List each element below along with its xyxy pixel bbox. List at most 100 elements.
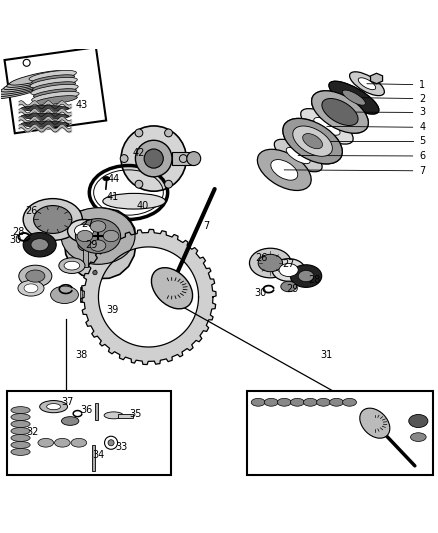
Text: 6: 6 bbox=[419, 151, 425, 161]
Circle shape bbox=[135, 129, 143, 137]
Circle shape bbox=[135, 180, 143, 188]
Ellipse shape bbox=[34, 95, 78, 105]
Ellipse shape bbox=[32, 82, 76, 91]
Ellipse shape bbox=[311, 91, 368, 133]
Ellipse shape bbox=[251, 398, 265, 406]
Ellipse shape bbox=[350, 72, 385, 95]
Ellipse shape bbox=[103, 176, 110, 181]
Ellipse shape bbox=[33, 88, 77, 98]
Ellipse shape bbox=[90, 221, 106, 232]
Ellipse shape bbox=[290, 265, 322, 287]
Ellipse shape bbox=[78, 240, 95, 251]
Ellipse shape bbox=[38, 439, 53, 447]
Ellipse shape bbox=[11, 448, 30, 455]
Ellipse shape bbox=[343, 90, 365, 105]
Circle shape bbox=[165, 129, 173, 137]
Ellipse shape bbox=[104, 412, 123, 419]
Ellipse shape bbox=[19, 265, 52, 287]
Text: 31: 31 bbox=[321, 350, 333, 360]
Ellipse shape bbox=[342, 90, 367, 106]
Bar bbox=[247, 391, 433, 474]
Text: 33: 33 bbox=[115, 442, 127, 452]
Ellipse shape bbox=[343, 398, 357, 406]
Text: 4: 4 bbox=[419, 122, 425, 132]
PathPatch shape bbox=[278, 400, 353, 474]
Ellipse shape bbox=[281, 281, 297, 292]
Ellipse shape bbox=[7, 73, 59, 87]
Ellipse shape bbox=[304, 398, 318, 406]
Text: 28: 28 bbox=[13, 227, 25, 237]
Ellipse shape bbox=[54, 439, 70, 447]
Ellipse shape bbox=[71, 439, 87, 447]
Text: 39: 39 bbox=[107, 305, 119, 315]
Ellipse shape bbox=[11, 421, 30, 427]
Circle shape bbox=[144, 149, 163, 168]
Ellipse shape bbox=[274, 139, 322, 172]
Circle shape bbox=[180, 155, 187, 163]
Bar bbox=[83, 246, 88, 266]
Text: 27: 27 bbox=[81, 219, 94, 229]
Ellipse shape bbox=[283, 118, 342, 164]
Circle shape bbox=[23, 59, 30, 66]
Ellipse shape bbox=[290, 398, 304, 406]
Ellipse shape bbox=[67, 220, 101, 242]
Ellipse shape bbox=[0, 82, 48, 96]
Ellipse shape bbox=[75, 219, 120, 254]
Ellipse shape bbox=[64, 261, 80, 270]
Text: 7: 7 bbox=[203, 221, 209, 231]
Ellipse shape bbox=[23, 199, 82, 240]
Ellipse shape bbox=[21, 106, 69, 111]
Text: 44: 44 bbox=[108, 174, 120, 184]
Ellipse shape bbox=[258, 254, 283, 272]
Bar bbox=[80, 287, 82, 302]
Ellipse shape bbox=[34, 206, 72, 233]
Ellipse shape bbox=[21, 114, 69, 119]
Circle shape bbox=[120, 155, 128, 163]
Ellipse shape bbox=[0, 85, 45, 99]
Text: 30: 30 bbox=[9, 236, 21, 245]
Text: 36: 36 bbox=[81, 405, 93, 415]
Text: 37: 37 bbox=[61, 397, 74, 407]
Circle shape bbox=[165, 180, 173, 188]
Polygon shape bbox=[4, 47, 106, 133]
Ellipse shape bbox=[409, 415, 428, 427]
Text: 5: 5 bbox=[419, 136, 425, 146]
Ellipse shape bbox=[11, 414, 30, 421]
Text: 26: 26 bbox=[255, 253, 268, 263]
Ellipse shape bbox=[18, 280, 44, 296]
Ellipse shape bbox=[329, 81, 379, 114]
Bar bbox=[7, 391, 171, 474]
Ellipse shape bbox=[47, 403, 60, 410]
Circle shape bbox=[187, 151, 201, 166]
Ellipse shape bbox=[264, 398, 278, 406]
Text: 42: 42 bbox=[133, 148, 145, 158]
Ellipse shape bbox=[410, 433, 426, 441]
Ellipse shape bbox=[23, 232, 56, 257]
Text: 29: 29 bbox=[286, 284, 298, 294]
Circle shape bbox=[121, 126, 186, 191]
Ellipse shape bbox=[298, 270, 314, 282]
Ellipse shape bbox=[103, 193, 166, 209]
Ellipse shape bbox=[11, 407, 30, 414]
Ellipse shape bbox=[250, 248, 291, 278]
Polygon shape bbox=[371, 73, 382, 84]
Ellipse shape bbox=[1, 78, 53, 92]
Text: 1: 1 bbox=[419, 79, 425, 90]
Ellipse shape bbox=[24, 284, 38, 293]
Ellipse shape bbox=[258, 149, 311, 190]
Ellipse shape bbox=[90, 240, 106, 251]
Ellipse shape bbox=[317, 398, 330, 406]
Ellipse shape bbox=[0, 80, 51, 94]
Ellipse shape bbox=[152, 268, 193, 309]
Ellipse shape bbox=[271, 159, 298, 180]
Ellipse shape bbox=[26, 270, 45, 282]
Bar bbox=[95, 403, 99, 419]
Ellipse shape bbox=[77, 230, 93, 241]
Bar bbox=[118, 414, 133, 418]
Polygon shape bbox=[64, 208, 136, 279]
Ellipse shape bbox=[329, 81, 379, 114]
Ellipse shape bbox=[11, 441, 30, 448]
Ellipse shape bbox=[31, 239, 48, 251]
Ellipse shape bbox=[29, 70, 77, 82]
Ellipse shape bbox=[283, 118, 342, 164]
